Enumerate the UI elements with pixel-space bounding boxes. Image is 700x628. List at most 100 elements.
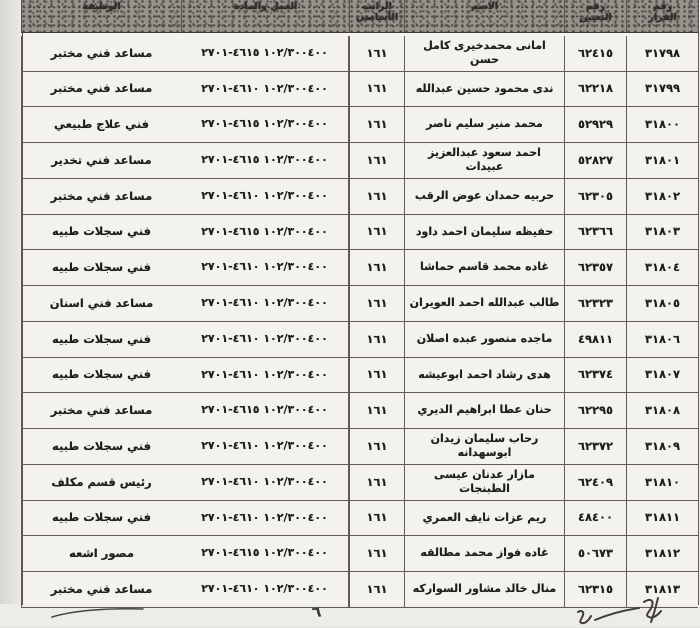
cell-decision-number: ٣١٨٠٨ — [626, 393, 698, 429]
cell-basic-salary: ١٦١ — [349, 143, 404, 179]
cell-work-item-code: ١٠٢/٣٠٠٤٠٠ ٤٦١٠-٢٧٠١ — [181, 429, 349, 465]
cell-decision-number: ٣١٨٠٥ — [626, 286, 698, 322]
cell-work-item-code: ١٠٢/٣٠٠٤٠٠ ٤٦١٠-٢٧٠١ — [181, 71, 349, 108]
column-header-work-item: العمل والمادة — [181, 0, 349, 33]
cell-job-title: فني سجلات طبيه — [21, 500, 181, 537]
cell-decision-number: ٣١٨١٠ — [626, 464, 698, 501]
cell-decision-number: ٣١٨١١ — [626, 500, 698, 537]
cell-work-item-code: ١٠٢/٣٠٠٤٠٠ ٤٦١٠-٢٧٠١ — [181, 321, 349, 358]
cell-decision-number: ٣١٨٠٢ — [626, 178, 698, 215]
cell-employee-name: احمد سعود عبدالعزيز عبيدات — [404, 143, 564, 179]
cell-job-title: فني علاج طبيعي — [21, 107, 181, 143]
cell-decision-number: ٣١٨١٢ — [626, 536, 698, 572]
cell-job-title: مساعد فني مختبر — [21, 178, 181, 215]
cell-employee-name: منال خالد مشاور السواركه — [404, 572, 564, 608]
cell-appointment-number: ٦٢٢٩٥ — [564, 393, 626, 429]
cell-work-item-code: ١٠٢/٣٠٠٤٠٠ ٤٦١٠-٢٧٠١ — [181, 178, 349, 215]
cell-decision-number: ٣١٨٠٧ — [626, 357, 698, 394]
cell-decision-number: ٣١٨٠٤ — [626, 250, 698, 286]
cell-work-item-code: ١٠٢/٣٠٠٤٠٠ ٤٦١٥-٢٧٠١ — [181, 35, 349, 72]
cell-job-title: فني سجلات طبيه — [21, 429, 181, 465]
cell-basic-salary: ١٦١ — [349, 393, 404, 429]
cell-basic-salary: ١٦١ — [349, 464, 404, 501]
cell-employee-name: هدى رشاد احمد ابوعيشه — [404, 357, 564, 394]
cell-work-item-code: ١٠٢/٣٠٠٤٠٠ ٤٦١٠-٢٧٠١ — [181, 286, 349, 322]
cell-appointment-number: ٥٢٩٢٩ — [564, 107, 626, 143]
column-header-name: الاسم — [404, 0, 564, 33]
cell-job-title: مساعد فني مختبر — [21, 35, 181, 72]
pen-stroke-mark — [51, 607, 144, 618]
cell-appointment-number: ٦٢٣٢٣ — [564, 286, 626, 322]
cell-employee-name: ريم عزات نايف العمري — [404, 500, 564, 537]
cell-decision-number: ٣١٨١٣ — [626, 572, 698, 608]
cell-appointment-number: ٦٢٣٠٥ — [564, 178, 626, 215]
cell-basic-salary: ١٦١ — [349, 536, 404, 572]
cell-work-item-code: ١٠٢/٣٠٠٤٠٠ ٤٦١٠-٢٧٠١ — [181, 464, 349, 501]
cell-employee-name: حنان عطا ابراهيم الديري — [404, 393, 564, 429]
cell-work-item-code: ١٠٢/٣٠٠٤٠٠ ٤٦١٠-٢٧٠١ — [181, 572, 349, 608]
cell-job-title: مساعد فني مختبر — [21, 393, 181, 429]
cell-decision-number: ٣١٧٩٨ — [626, 35, 698, 72]
column-header-appointment-number: رقم التعيين — [564, 0, 626, 33]
cell-basic-salary: ١٦١ — [349, 357, 404, 394]
cell-job-title: مساعد فني تخدير — [21, 143, 181, 179]
cell-decision-number: ٣١٧٩٩ — [626, 71, 698, 108]
column-header-job-title: الوظيفة — [21, 0, 181, 33]
cell-appointment-number: ٦٢٣٥٧ — [564, 250, 626, 286]
cell-appointment-number: ٥٠٦٧٣ — [564, 536, 626, 572]
cell-employee-name: امانى محمدخيرى كامل حسن — [404, 35, 564, 72]
cell-employee-name: رحاب سليمان زيدان ابوسهدانه — [404, 429, 564, 465]
cell-work-item-code: ١٠٢/٣٠٠٤٠٠ ٤٦١٥-٢٧٠١ — [181, 107, 349, 143]
cell-job-title: فني سجلات طبيه — [21, 321, 181, 358]
cell-job-title: مساعد فني مختبر — [21, 71, 181, 108]
cell-employee-name: غاده محمد قاسم حماشا — [404, 250, 564, 286]
cell-appointment-number: ٤٩٨١١ — [564, 321, 626, 358]
signature-scribble — [577, 597, 662, 625]
cell-decision-number: ٣١٨٠١ — [626, 143, 698, 179]
cell-employee-name: محمد منير سليم ناصر — [404, 107, 564, 143]
cell-basic-salary: ١٦١ — [349, 107, 404, 143]
cell-basic-salary: ١٦١ — [349, 286, 404, 322]
cell-employee-name: طالب عبدالله احمد العويران — [404, 286, 564, 322]
cell-appointment-number: ٦٢٢١٨ — [564, 71, 626, 108]
cell-employee-name: مازار عدنان عيسى الطبنجات — [404, 464, 564, 501]
cell-appointment-number: ٥٢٨٢٧ — [564, 143, 626, 179]
cell-work-item-code: ١٠٢/٣٠٠٤٠٠ ٤٦١٠-٢٧٠١ — [181, 250, 349, 286]
cell-basic-salary: ١٦١ — [349, 35, 404, 72]
cell-decision-number: ٣١٨٠٣ — [626, 214, 698, 251]
cell-basic-salary: ١٦١ — [349, 250, 404, 286]
cell-appointment-number: ٦٢٣٦٦ — [564, 214, 626, 251]
cell-appointment-number: ٦٢٤٠٩ — [564, 464, 626, 501]
column-header-basic-salary: الراتب الأساسي — [349, 0, 404, 33]
cell-decision-number: ٣١٨٠٦ — [626, 321, 698, 358]
cell-basic-salary: ١٦١ — [349, 429, 404, 465]
cell-basic-salary: ١٦١ — [349, 500, 404, 537]
cell-job-title: مساعد فني اسنان — [21, 286, 181, 322]
cell-work-item-code: ١٠٢/٣٠٠٤٠٠ ٤٦١٥-٢٧٠١ — [181, 536, 349, 572]
cell-work-item-code: ١٠٢/٣٠٠٤٠٠ ٤٦١٥-٢٧٠١ — [181, 143, 349, 179]
cell-basic-salary: ١٦١ — [349, 214, 404, 251]
cell-job-title: فني سجلات طبيه — [21, 357, 181, 394]
cell-appointment-number: ٦٢٣٧٤ — [564, 357, 626, 394]
cell-work-item-code: ١٠٢/٣٠٠٤٠٠ ٤٦١٥-٢٧٠١ — [181, 393, 349, 429]
cell-appointment-number: ٦٢٤١٥ — [564, 35, 626, 72]
cell-decision-number: ٣١٨٠٠ — [626, 107, 698, 143]
cell-employee-name: ندى محمود حسين عبدالله — [404, 71, 564, 108]
cell-work-item-code: ١٠٢/٣٠٠٤٠٠ ٤٦١٠-٢٧٠١ — [181, 500, 349, 537]
cell-job-title: رئيس قسم مكلف — [21, 464, 181, 501]
cell-job-title: فني سجلات طبيه — [21, 250, 181, 286]
cell-employee-name: حفيظه سليمان احمد داود — [404, 214, 564, 251]
cell-job-title: مصور اشعه — [21, 536, 181, 572]
appointments-table: رقم القرار رقم التعيين الاسم الراتب الأس… — [21, 0, 699, 608]
cell-appointment-number: ٤٨٤٠٠ — [564, 500, 626, 537]
cell-basic-salary: ١٦١ — [349, 178, 404, 215]
cell-basic-salary: ١٦١ — [349, 321, 404, 358]
cell-work-item-code: ١٠٢/٣٠٠٤٠٠ ٤٦١٠-٢٧٠١ — [181, 357, 349, 394]
cell-employee-name: حربيه حمدان عوض الرقب — [404, 178, 564, 215]
cell-work-item-code: ١٠٢/٣٠٠٤٠٠ ٤٦١٥-٢٧٠١ — [181, 214, 349, 251]
cell-appointment-number: ٦٢٣١٥ — [564, 572, 626, 608]
cell-job-title: مساعد فني مختبر — [21, 572, 181, 608]
cell-job-title: فني سجلات طبيه — [21, 214, 181, 251]
cell-appointment-number: ٦٢٣٧٢ — [564, 429, 626, 465]
page-bottom-margin — [0, 604, 700, 627]
